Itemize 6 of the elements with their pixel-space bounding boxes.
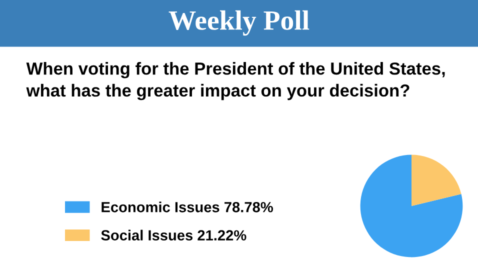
pie-slice bbox=[412, 154, 462, 206]
legend-label: Social Issues 21.22% bbox=[101, 230, 246, 240]
legend-label: Economic Issues 78.78% bbox=[102, 202, 273, 212]
pie-slice bbox=[360, 154, 463, 258]
chart-title: Weekly Poll bbox=[168, 10, 310, 36]
chart-subtitle: When voting for the President of the United States, what has the greater impact on your decision? bbox=[26, 62, 445, 100]
